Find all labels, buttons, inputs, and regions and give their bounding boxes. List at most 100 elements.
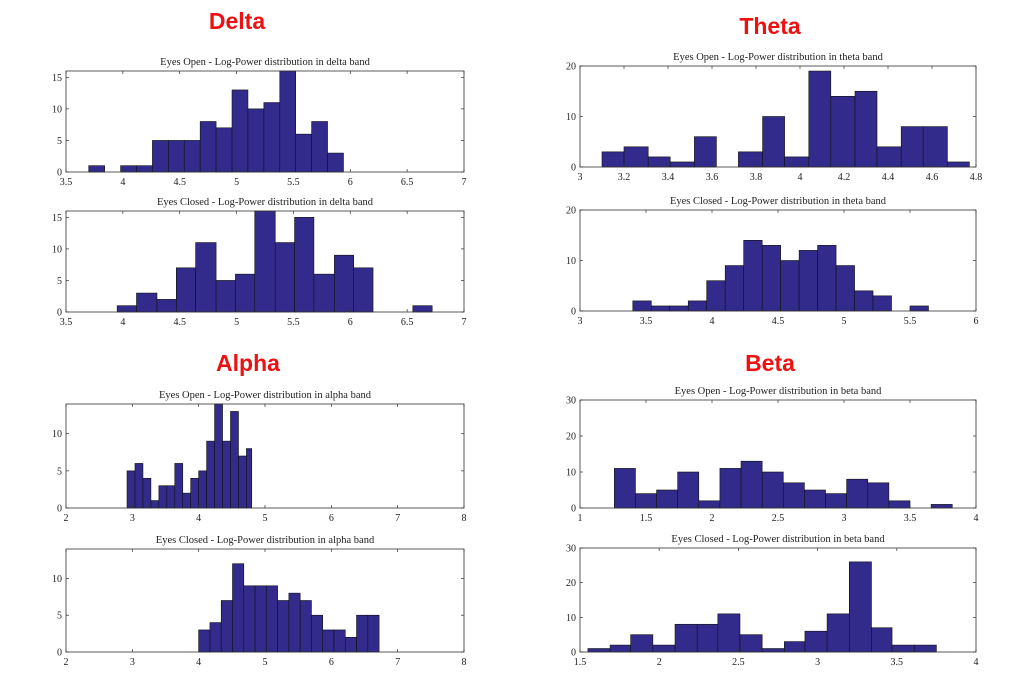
x-tick-label: 7: [395, 657, 400, 668]
histogram-bar: [650, 305, 671, 312]
x-tick-label: 4.2: [838, 172, 851, 183]
histogram-bar: [235, 273, 256, 313]
histogram-bar: [232, 563, 245, 653]
x-tick-label: 5: [263, 657, 268, 668]
histogram-bar: [761, 648, 785, 653]
x-tick-label: 2: [64, 513, 69, 524]
y-tick-label: 10: [52, 429, 62, 440]
y-tick-label: 15: [52, 73, 62, 84]
histogram-bar: [871, 627, 893, 653]
x-tick-label: 5: [234, 317, 239, 328]
axes-frame: [65, 210, 465, 313]
histogram-panel-3: Eyes Open - Log-Power distribution in th…: [566, 52, 982, 183]
x-tick-label: 4: [120, 177, 125, 188]
band-title-theta: Theta: [739, 13, 801, 39]
band-title-beta: Beta: [745, 350, 795, 376]
histogram-bar: [656, 489, 678, 509]
histogram-bar: [156, 299, 177, 313]
x-tick-label: 4.5: [173, 317, 186, 328]
histogram-bar: [277, 600, 290, 653]
histogram-bar: [299, 600, 312, 653]
x-tick-label: 8: [462, 657, 467, 668]
histogram-panel-1: Eyes Open - Log-Power distribution in de…: [52, 57, 467, 188]
histogram-bar: [231, 89, 249, 173]
y-tick-label: 20: [566, 206, 576, 217]
histogram-bar: [647, 156, 671, 168]
y-tick-label: 0: [571, 504, 576, 515]
histogram-bar: [854, 90, 878, 168]
histogram-bar: [804, 489, 826, 509]
x-tick-label: 3.8: [750, 172, 763, 183]
histogram-bar: [334, 254, 354, 313]
x-tick-label: 2: [710, 513, 715, 524]
y-tick-label: 0: [571, 163, 576, 174]
x-tick-label: 8: [462, 513, 467, 524]
histogram-bar: [220, 600, 233, 653]
y-tick-label: 15: [52, 213, 62, 224]
x-tick-label: 6.5: [401, 317, 414, 328]
y-tick-label: 10: [52, 244, 62, 255]
y-tick-label: 30: [566, 544, 576, 555]
histogram-bar: [632, 300, 652, 312]
histogram-bar: [739, 634, 763, 653]
histogram-bar: [198, 629, 211, 653]
x-tick-label: 7: [462, 317, 467, 328]
histogram-bar: [677, 471, 700, 509]
y-tick-label: 5: [57, 136, 62, 147]
histogram-bar: [669, 305, 689, 312]
y-tick-label: 20: [566, 62, 576, 73]
histogram-panel-5: Eyes Open - Log-Power distribution in al…: [52, 390, 467, 524]
histogram-bar: [311, 121, 328, 173]
x-tick-label: 5.5: [287, 177, 300, 188]
histogram-bar: [808, 70, 832, 168]
histogram-bar: [762, 116, 785, 168]
x-tick-label: 6: [974, 316, 979, 327]
histogram-bar: [669, 161, 695, 168]
histogram-bar: [780, 260, 800, 312]
histogram-bar: [150, 500, 160, 509]
histogram-bar: [913, 644, 937, 653]
x-tick-label: 5: [234, 177, 239, 188]
histogram-bar: [183, 140, 201, 173]
histogram-bar: [782, 482, 805, 509]
histogram-bar: [254, 585, 267, 653]
y-tick-label: 10: [566, 613, 576, 624]
x-tick-label: 6.5: [401, 177, 414, 188]
x-tick-label: 2.5: [772, 513, 785, 524]
axes-frame: [65, 403, 465, 509]
histogram-bar: [623, 146, 649, 168]
histogram-bar: [158, 485, 168, 509]
x-tick-label: 3.5: [904, 513, 917, 524]
histogram-bar: [412, 305, 433, 313]
x-tick-label: 4.4: [882, 172, 895, 183]
x-tick-label: 1: [578, 513, 583, 524]
histogram-panel-6: Eyes Closed - Log-Power distribution in …: [52, 535, 467, 668]
histogram-bar: [116, 305, 137, 313]
histogram-bar: [784, 641, 806, 653]
y-tick-label: 20: [566, 578, 576, 589]
histogram-bar: [717, 613, 741, 653]
histogram-bar: [900, 126, 924, 168]
y-tick-label: 0: [57, 648, 62, 659]
histogram-bar: [798, 250, 818, 312]
histogram-bar: [209, 622, 222, 653]
histogram-bar: [294, 217, 315, 313]
y-tick-label: 10: [566, 256, 576, 267]
histogram-bar: [609, 644, 631, 653]
x-tick-label: 6: [329, 513, 334, 524]
histogram-bar: [230, 411, 239, 509]
histogram-bar: [587, 648, 611, 653]
histogram-bar: [367, 614, 380, 653]
histogram-bar: [614, 468, 636, 509]
y-tick-label: 10: [52, 574, 62, 585]
x-tick-label: 3.5: [60, 177, 73, 188]
plot-title: Eyes Closed - Log-Power distribution in …: [670, 196, 887, 207]
histogram-bar: [279, 70, 296, 173]
histogram-bar: [190, 477, 199, 509]
histogram-bar: [152, 140, 169, 173]
histogram-bar: [214, 403, 223, 509]
histogram-bar: [313, 273, 335, 313]
y-tick-label: 5: [57, 466, 62, 477]
histogram-bar: [652, 644, 676, 653]
x-tick-label: 2: [64, 657, 69, 668]
